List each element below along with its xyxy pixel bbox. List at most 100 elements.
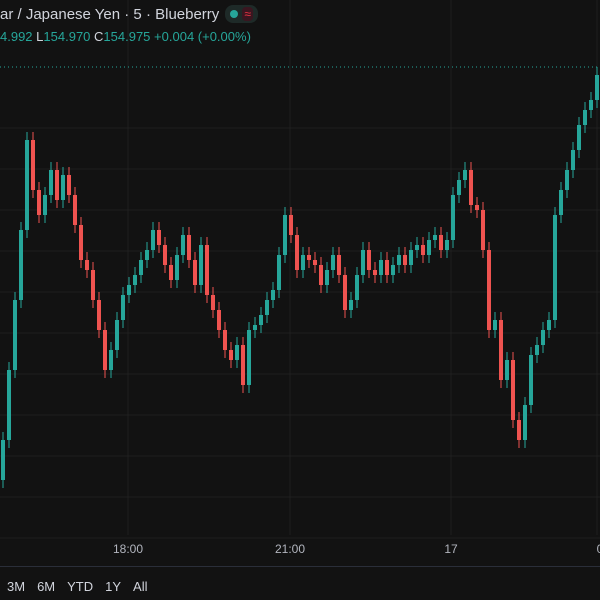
candle-down — [421, 245, 425, 255]
candle-up — [109, 350, 113, 370]
candle-up — [181, 235, 185, 255]
candle-down — [307, 255, 311, 260]
candle-up — [19, 230, 23, 300]
candle-down — [55, 170, 59, 200]
wave-icon: ≈ — [242, 7, 253, 21]
candle-down — [499, 320, 503, 380]
candle-up — [571, 150, 575, 170]
candle-down — [67, 175, 71, 195]
candle-up — [1, 440, 5, 480]
candle-up — [7, 370, 11, 440]
candle-up — [595, 75, 599, 100]
high-value: 4.992 — [0, 29, 33, 44]
ohlc-legend: 4.992 L154.970 C154.975 +0.004 (+0.00%) — [0, 29, 251, 44]
candle-down — [37, 190, 41, 215]
candle-up — [145, 250, 149, 260]
candle-down — [469, 170, 473, 205]
candle-down — [373, 270, 377, 275]
candle-up — [61, 175, 65, 200]
candle-up — [13, 300, 17, 370]
candle-up — [115, 320, 119, 350]
candle-down — [367, 250, 371, 270]
candle-down — [385, 260, 389, 275]
candle-up — [127, 285, 131, 295]
candle-up — [247, 330, 251, 385]
range-all-button[interactable]: All — [133, 579, 148, 594]
x-tick-label: 17 — [444, 542, 458, 556]
candle-up — [409, 250, 413, 265]
time-axis-divider — [0, 566, 600, 567]
candle-up — [391, 265, 395, 275]
candle-up — [49, 170, 53, 195]
candle-up — [331, 255, 335, 270]
candle-up — [235, 345, 239, 360]
x-tick-label: 0 — [597, 542, 600, 556]
candle-up — [277, 255, 281, 290]
candle-up — [379, 260, 383, 275]
candle-up — [547, 320, 551, 330]
candle-up — [349, 300, 353, 310]
candle-down — [193, 260, 197, 285]
candlestick-chart[interactable] — [0, 0, 600, 566]
candle-up — [199, 245, 203, 285]
range-selector: 3M 6M YTD 1Y All — [7, 579, 147, 594]
candle-down — [205, 245, 209, 295]
candle-up — [259, 315, 263, 325]
range-ytd-button[interactable]: YTD — [67, 579, 94, 594]
candle-down — [163, 245, 167, 265]
market-status[interactable]: ≈ — [225, 5, 258, 23]
candle-up — [121, 295, 125, 320]
range-1y-button[interactable]: 1Y — [105, 579, 122, 594]
candle-down — [475, 205, 479, 210]
change-value: +0.004 (+0.00%) — [154, 29, 251, 44]
candle-down — [295, 235, 299, 270]
candle-down — [169, 265, 173, 280]
range-3m-button[interactable]: 3M — [7, 579, 26, 594]
candle-up — [265, 300, 269, 315]
candle-down — [337, 255, 341, 275]
candle-up — [577, 125, 581, 150]
candle-down — [403, 255, 407, 265]
candle-up — [133, 275, 137, 285]
candle-up — [43, 195, 47, 215]
candle-down — [241, 345, 245, 385]
x-tick-label: 21:00 — [274, 542, 306, 556]
candle-up — [253, 325, 257, 330]
candle-up — [355, 275, 359, 300]
candle-down — [79, 225, 83, 260]
candle-down — [217, 310, 221, 330]
candle-up — [445, 240, 449, 250]
candle-up — [433, 235, 437, 240]
candle-up — [283, 215, 287, 255]
candle-up — [451, 195, 455, 240]
candle-up — [151, 230, 155, 250]
symbol-title[interactable]: ar / Japanese Yen · 5 · Blueberry ≈ — [0, 5, 258, 23]
candle-down — [343, 275, 347, 310]
candle-down — [223, 330, 227, 350]
candle-down — [229, 350, 233, 360]
candle-up — [535, 345, 539, 355]
candle-up — [463, 170, 467, 180]
low-value: 154.970 — [43, 29, 91, 44]
candle-up — [553, 215, 557, 320]
candle-down — [31, 140, 35, 190]
candle-up — [271, 290, 275, 300]
close-value: 154.975 — [103, 29, 151, 44]
range-6m-button[interactable]: 6M — [37, 579, 56, 594]
candle-down — [517, 420, 521, 440]
candle-up — [397, 255, 401, 265]
candle-up — [493, 320, 497, 330]
candle-up — [457, 180, 461, 195]
candle-up — [559, 190, 563, 215]
candle-up — [325, 270, 329, 285]
candle-down — [439, 235, 443, 250]
candle-down — [97, 300, 101, 330]
close-label: C — [94, 29, 104, 44]
low-label: L — [36, 29, 44, 44]
candle-down — [85, 260, 89, 270]
candle-up — [415, 245, 419, 250]
candle-up — [427, 240, 431, 255]
candle-down — [187, 235, 191, 260]
candle-up — [583, 110, 587, 125]
candle-up — [565, 170, 569, 190]
